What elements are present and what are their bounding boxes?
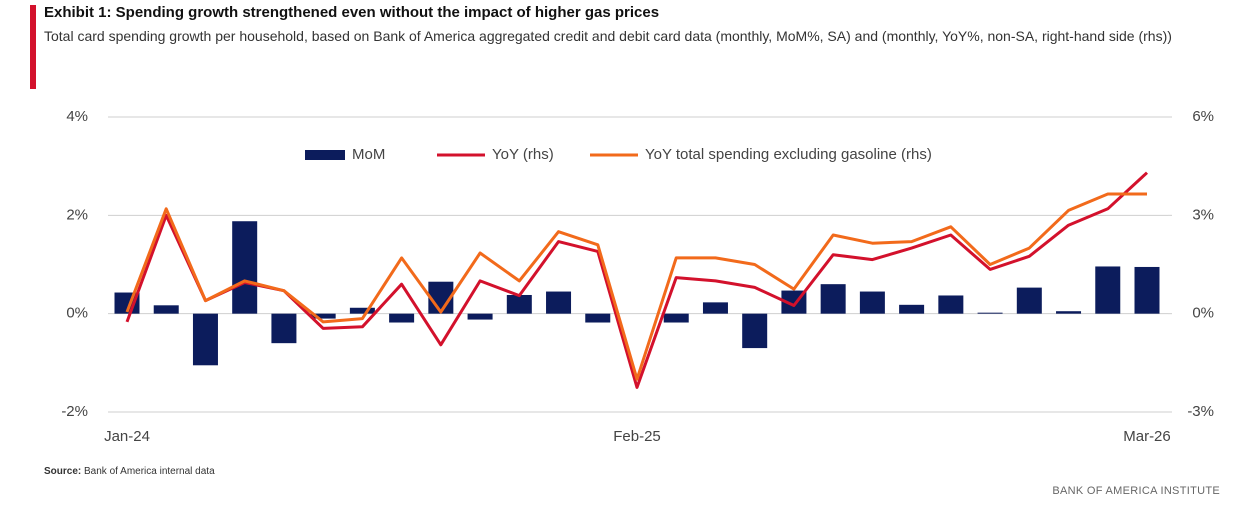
y2-tick-label: 6% [1192,108,1214,125]
x-tick-label: Jan-24 [104,428,150,445]
chart-title: Exhibit 1: Spending growth strengthened … [44,4,660,21]
bar [585,313,611,323]
bar [742,313,768,349]
y-tick-label: -2% [61,403,88,420]
bar [1056,311,1082,314]
y2-tick-label: 3% [1192,206,1214,223]
source-text: Bank of America internal data [84,466,215,477]
bar [702,302,728,314]
bar [153,305,179,314]
legend-label: YoY (rhs) [492,146,554,163]
bar [192,313,218,366]
y-tick-label: 2% [66,206,88,223]
y-tick-label: 0% [66,305,88,322]
x-tick-label: Feb-25 [613,428,661,445]
bar [1095,266,1121,314]
bar [663,313,689,323]
source-label: Source: [44,466,82,477]
bar [271,313,297,344]
bar [467,313,493,320]
chart-subtitle: Total card spending growth per household… [44,28,1172,44]
bar [349,307,375,314]
bar [820,284,846,314]
bar [506,294,532,314]
legend-swatch [305,150,345,160]
line [125,192,1147,381]
bar [546,291,572,314]
bar [977,312,1003,314]
legend-label: YoY total spending excluding gasoline (r… [645,146,932,163]
bar [1016,287,1042,314]
bar [389,313,415,323]
accent-bar [30,5,36,89]
bar [232,221,258,314]
legend-label: MoM [352,146,385,163]
line [125,171,1149,389]
bar [859,291,885,314]
y2-tick-label: -3% [1187,403,1214,420]
x-tick-label: Mar-26 [1123,428,1171,445]
bar [938,295,964,314]
y2-tick-label: 0% [1192,305,1214,322]
footer: BANK OF AMERICA INSTITUTE [1052,485,1220,497]
bar [899,304,925,314]
source: Source: Bank of America internal data [44,466,215,477]
bar [310,313,336,319]
bar [1134,266,1160,314]
y-tick-label: 4% [66,108,88,125]
